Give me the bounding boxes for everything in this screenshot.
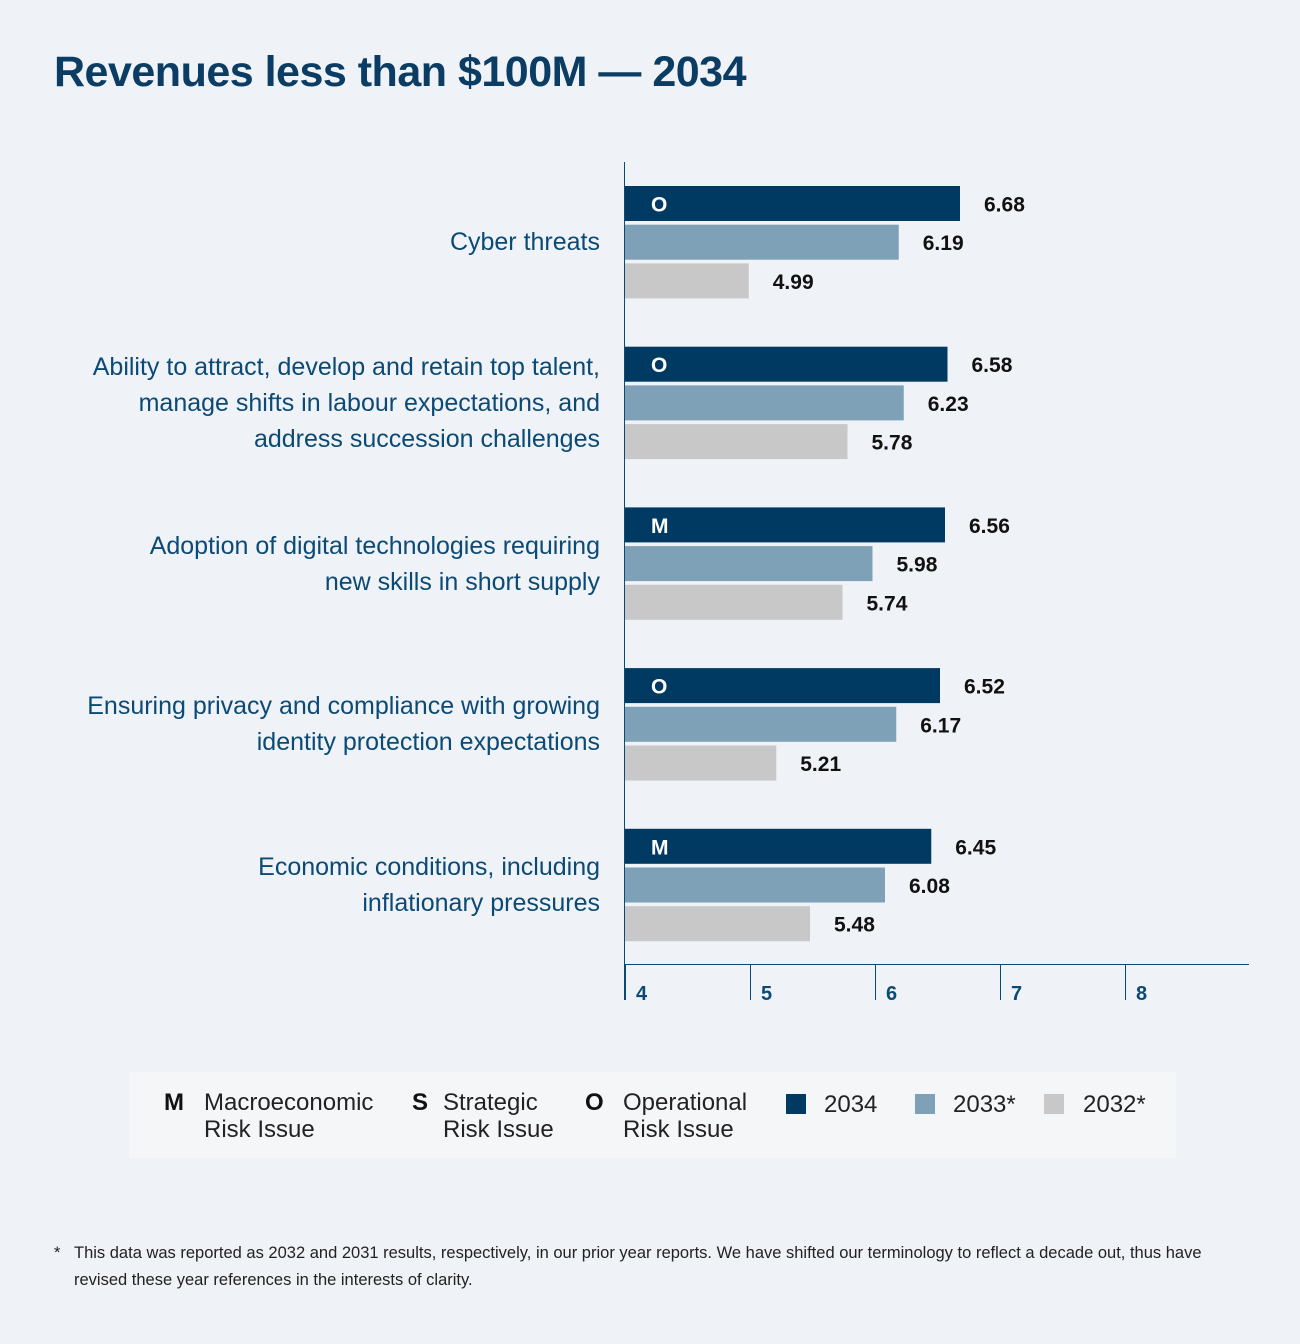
- bar-value-label: 5.98: [897, 554, 938, 577]
- bar: [625, 385, 904, 421]
- bar: [625, 424, 848, 460]
- category-label-line: Cyber threats: [449, 228, 600, 257]
- bar-value-label: 6.17: [920, 714, 961, 737]
- x-tick-label: 5: [761, 983, 772, 1005]
- bar-value-label: 6.58: [972, 354, 1013, 377]
- category-label-line: identity protection expectations: [256, 728, 600, 757]
- bar: [625, 263, 749, 299]
- category-label-line: Ability to attract, develop and retain t…: [92, 352, 600, 381]
- bar-value-label: 6.23: [928, 393, 969, 416]
- legend-label-strategic: Strategic Risk Issue: [443, 1089, 554, 1143]
- legend-letter-m: M: [164, 1089, 184, 1116]
- bar: [625, 668, 940, 704]
- category-label-line: address succession challenges: [253, 424, 600, 453]
- category-label: Economic conditions, including inflationa…: [20, 849, 600, 921]
- legend: M Macroeconomic Risk Issue S Strategic Ris…: [129, 1072, 1176, 1158]
- bar-value-label: 5.74: [867, 592, 908, 615]
- category-label: Adoption of digital technologies requiri…: [20, 528, 600, 600]
- legend-label-macroeconomic: Macroeconomic Risk Issue: [204, 1089, 374, 1143]
- bar: [625, 867, 885, 903]
- bar-value-label: 5.48: [834, 914, 875, 937]
- x-tick-label: 6: [886, 983, 897, 1005]
- legend-swatch-2034: [786, 1094, 806, 1114]
- category-label: Ability to attract, develop and retain t…: [20, 349, 600, 457]
- legend-swatch-2033: [915, 1094, 935, 1114]
- x-tick-label: 4: [636, 983, 648, 1005]
- bar-value-label: 6.45: [955, 836, 996, 859]
- bar-value-label: 6.08: [909, 875, 950, 898]
- risk-type-letter: O: [651, 676, 667, 699]
- category-label: Cyber threats: [20, 224, 600, 260]
- bar: [625, 346, 948, 382]
- bar-value-label: 6.19: [923, 232, 964, 255]
- category-label-line: Adoption of digital technologies requiri…: [149, 531, 600, 560]
- footnote-text: This data was reported as 2032 and 2031 …: [74, 1244, 1202, 1289]
- bar-value-label: 6.56: [969, 515, 1010, 538]
- legend-letter-s: S: [412, 1089, 429, 1116]
- bar-value-label: 6.52: [964, 676, 1005, 699]
- bar-value-label: 5.21: [800, 753, 841, 776]
- bar: [625, 546, 873, 582]
- risk-type-letter: O: [651, 354, 667, 377]
- x-tick-label: 8: [1136, 983, 1147, 1005]
- bar: [625, 507, 945, 543]
- x-tick-label: 7: [1011, 983, 1022, 1005]
- legend-label-2034: 2034: [824, 1091, 878, 1118]
- bar: [625, 584, 843, 620]
- bar-value-label: 5.78: [872, 432, 913, 455]
- bar: [625, 224, 899, 260]
- bar: [625, 706, 897, 742]
- bar: [625, 745, 777, 781]
- category-label-line: manage shifts in labour expectations, an…: [138, 388, 600, 417]
- category-label: Ensuring privacy and compliance with gro…: [20, 688, 600, 760]
- bar: [625, 906, 810, 942]
- category-label-line: Economic conditions, including: [258, 853, 600, 881]
- bar: [625, 186, 960, 221]
- bar-value-label: 6.68: [984, 194, 1025, 217]
- legend-letter-o: O: [585, 1089, 604, 1116]
- bar-value-label: 4.99: [773, 271, 814, 294]
- category-label-line: new skills in short supply: [324, 567, 600, 596]
- category-label-line: Ensuring privacy and compliance with gro…: [87, 692, 600, 721]
- chart-title: Revenues less than $100M — 2034: [54, 48, 746, 96]
- legend-label-operational: Operational Risk Issue: [623, 1089, 748, 1143]
- legend-label-2032: 2032*: [1083, 1091, 1146, 1118]
- footnote-marker: *: [54, 1244, 61, 1262]
- risk-type-letter: M: [651, 836, 669, 859]
- risk-type-letter: M: [651, 515, 669, 538]
- category-label-line: inflationary pressures: [362, 889, 600, 917]
- legend-swatch-2032: [1044, 1094, 1064, 1114]
- bar: [625, 828, 932, 864]
- bar-chart: 4 5 6 7 8 6.68 O 6.19 4.99 6.58 O 6.23 5.78 6.56 M 5.98…: [624, 162, 1249, 1005]
- risk-type-letter: O: [651, 194, 667, 217]
- legend-label-2033: 2033*: [953, 1091, 1016, 1118]
